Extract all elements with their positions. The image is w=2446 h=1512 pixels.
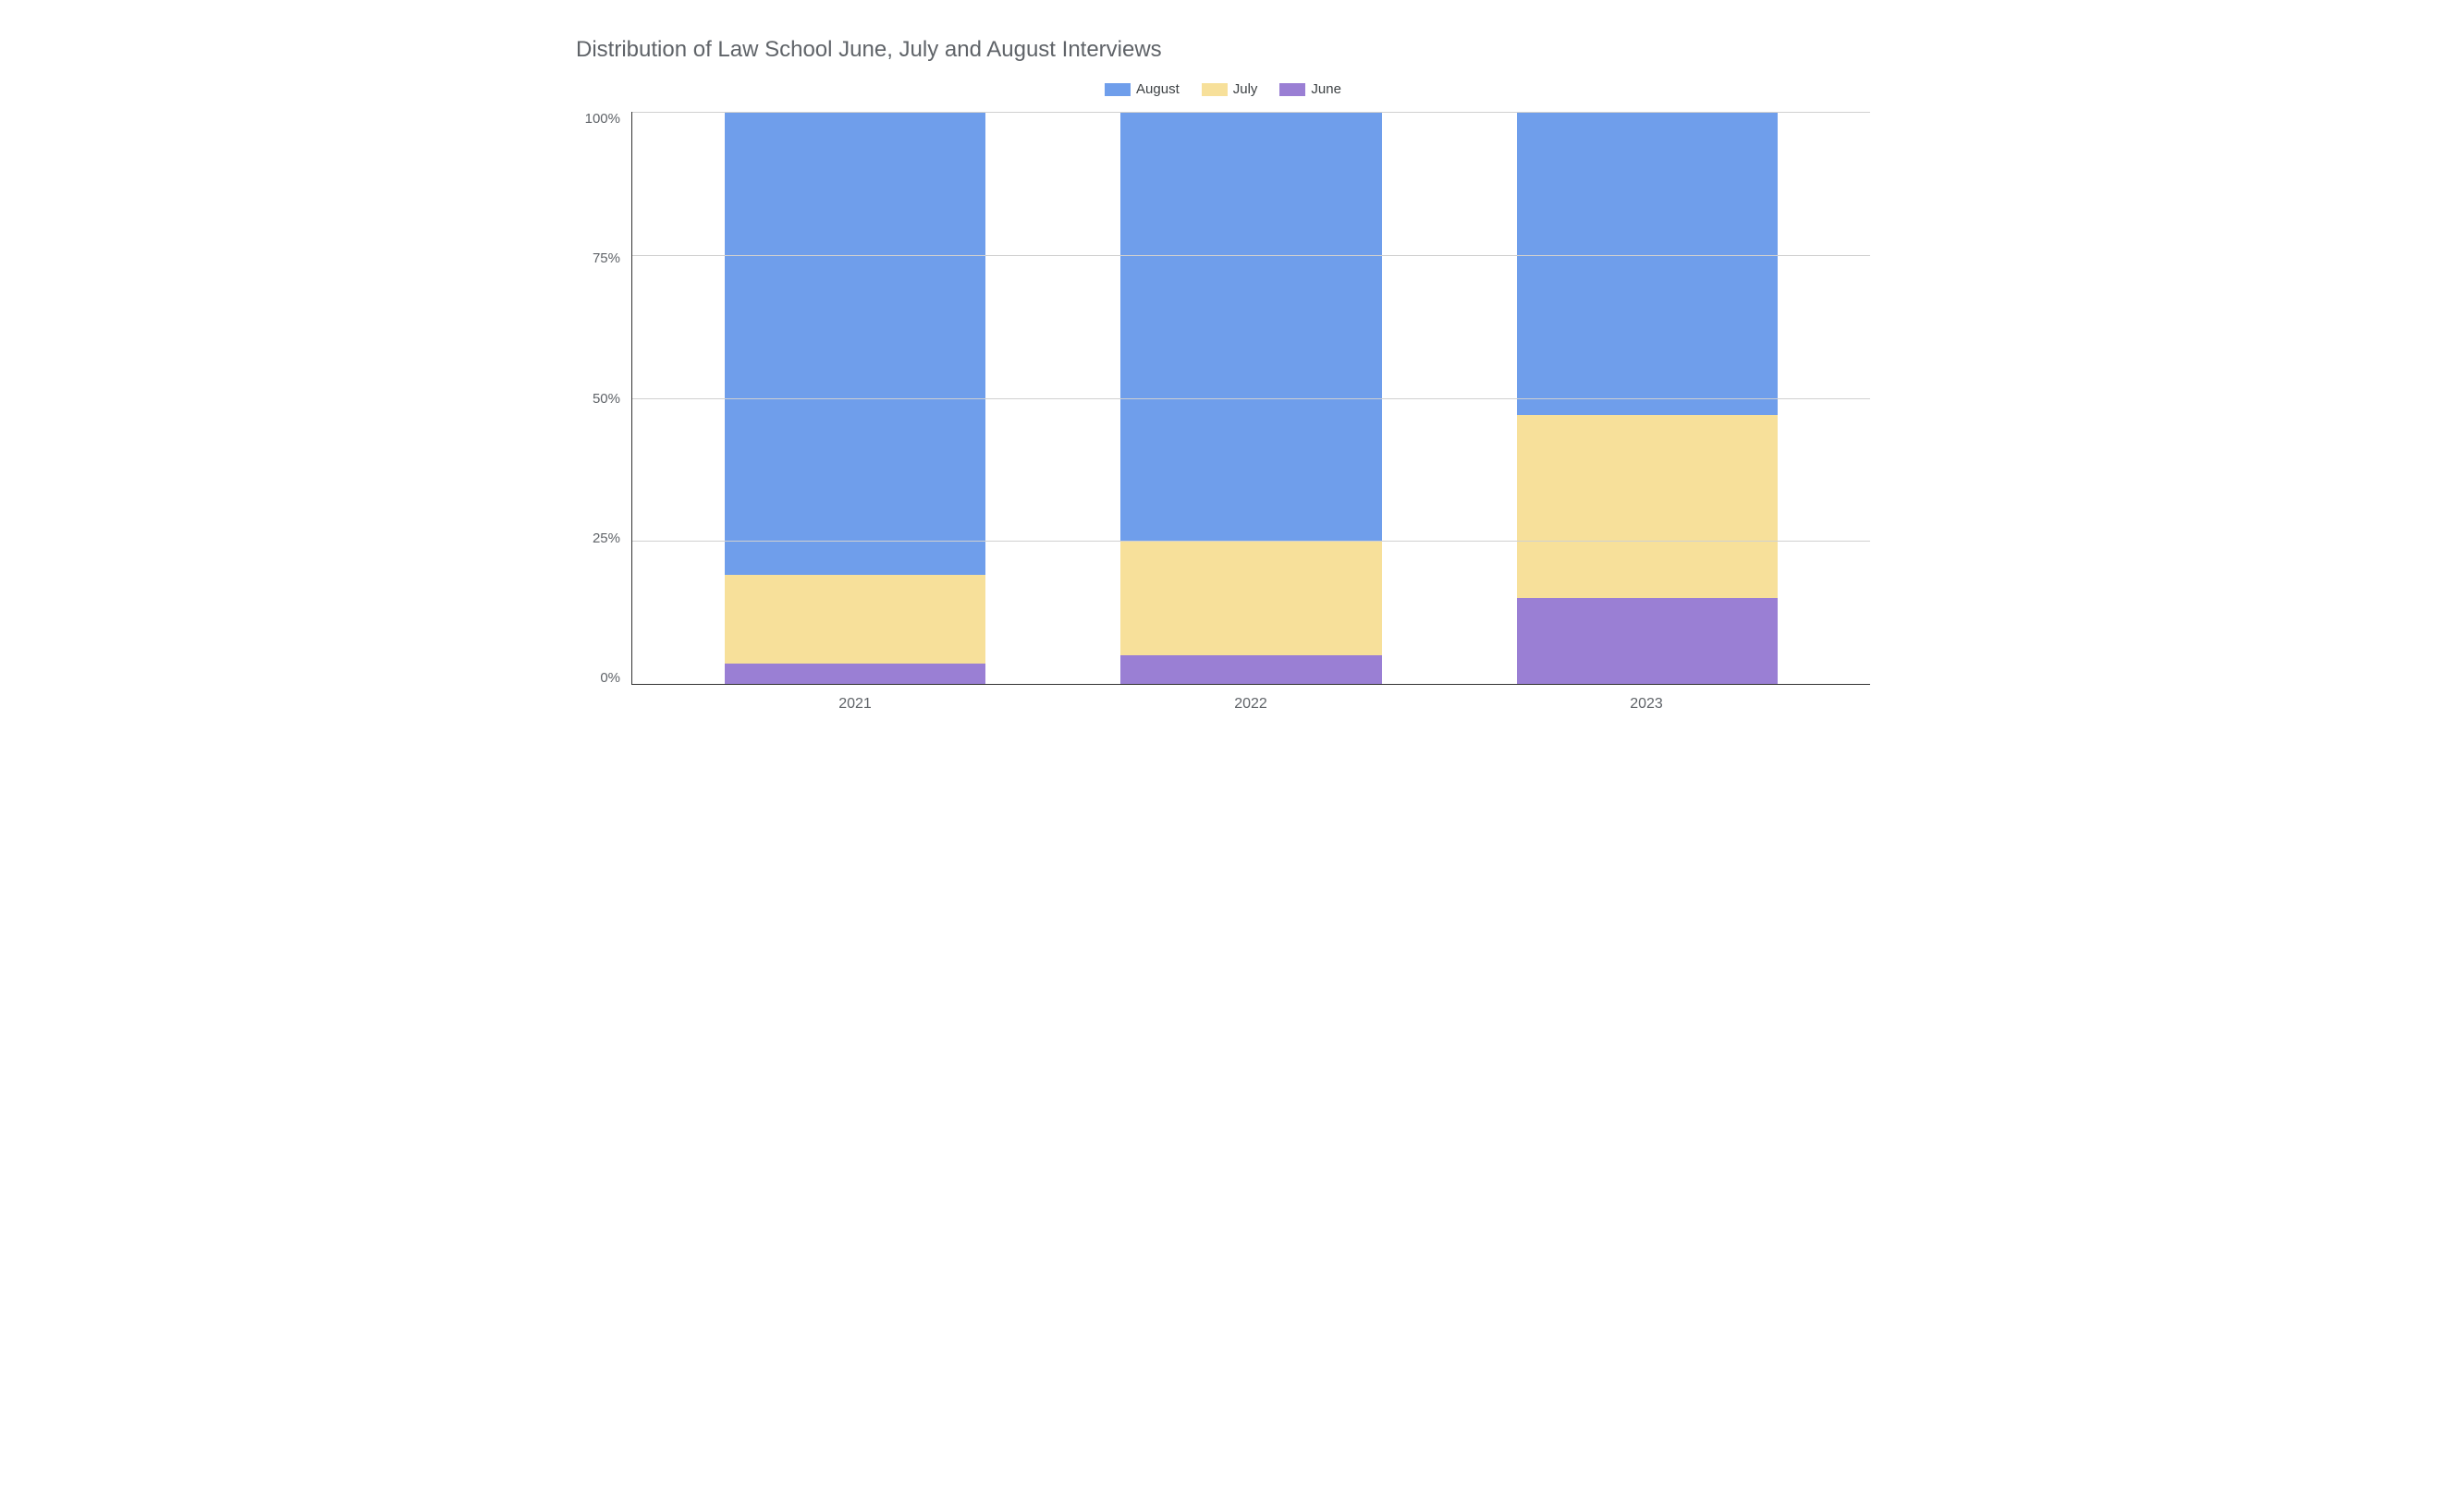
chart-title: Distribution of Law School June, July an… — [576, 37, 1870, 63]
bar-segment — [1517, 598, 1779, 684]
y-axis-tick: 0% — [600, 671, 620, 685]
bar-segment — [1120, 541, 1382, 655]
plot-area: 100% 75% 50% 25% 0% — [576, 112, 1870, 685]
y-axis-tick: 75% — [593, 251, 620, 265]
legend-item: July — [1202, 81, 1258, 97]
bar-segment — [725, 112, 986, 575]
gridline — [632, 112, 1870, 113]
gridline — [632, 255, 1870, 256]
bar-segment — [1120, 655, 1382, 684]
legend: August July June — [576, 81, 1870, 97]
x-axis-label: 2023 — [1516, 696, 1777, 713]
x-axis-label: 2022 — [1120, 696, 1381, 713]
legend-label: July — [1233, 81, 1258, 97]
chart-container: Distribution of Law School June, July an… — [576, 37, 1870, 713]
x-axis-label: 2021 — [725, 696, 985, 713]
legend-swatch — [1202, 83, 1228, 96]
legend-label: August — [1136, 81, 1180, 97]
legend-swatch — [1279, 83, 1305, 96]
y-axis-tick: 50% — [593, 392, 620, 406]
gridline — [632, 541, 1870, 542]
gridline — [632, 398, 1870, 399]
x-axis: 2021 2022 2023 — [631, 696, 1870, 713]
legend-item: August — [1105, 81, 1180, 97]
chart-grid — [631, 112, 1870, 685]
bar-segment — [1120, 112, 1382, 541]
bar-segment — [725, 664, 986, 684]
legend-swatch — [1105, 83, 1131, 96]
y-axis: 100% 75% 50% 25% 0% — [576, 112, 631, 685]
y-axis-tick: 100% — [585, 112, 620, 126]
y-axis-tick: 25% — [593, 531, 620, 545]
legend-item: June — [1279, 81, 1341, 97]
legend-label: June — [1311, 81, 1341, 97]
bar-segment — [1517, 415, 1779, 598]
bar-segment — [725, 575, 986, 664]
bar-segment — [1517, 112, 1779, 415]
